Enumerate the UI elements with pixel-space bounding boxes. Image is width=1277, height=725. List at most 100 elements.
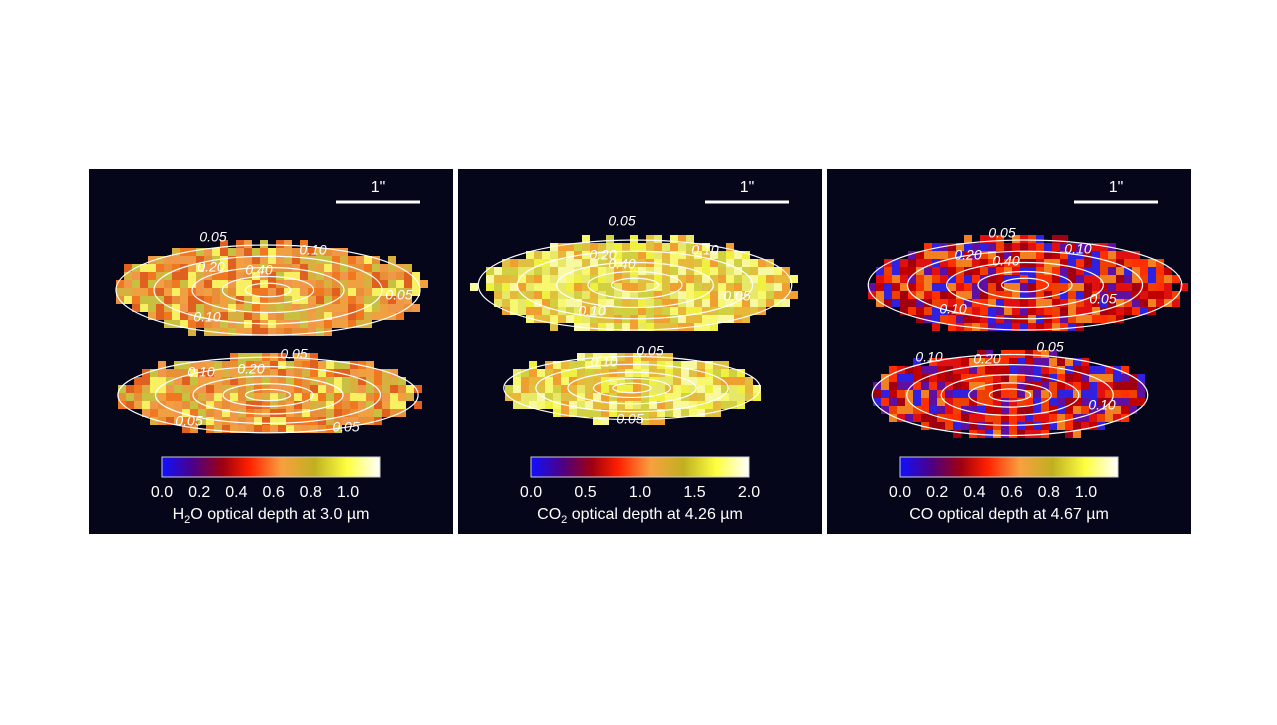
map-pixel bbox=[326, 377, 334, 385]
map-pixel bbox=[228, 296, 236, 304]
map-pixel bbox=[268, 248, 276, 256]
map-pixel bbox=[1156, 259, 1164, 267]
map-pixel bbox=[518, 283, 526, 291]
map-pixel bbox=[1089, 398, 1097, 406]
map-pixel bbox=[150, 393, 158, 401]
map-pixel bbox=[1020, 307, 1028, 315]
map-pixel bbox=[758, 259, 766, 267]
map-pixel bbox=[1049, 350, 1057, 358]
map-pixel bbox=[158, 393, 166, 401]
map-pixel bbox=[366, 377, 374, 385]
map-pixel bbox=[897, 390, 905, 398]
map-pixel bbox=[734, 275, 742, 283]
map-pixel bbox=[908, 251, 916, 259]
map-pixel bbox=[1073, 398, 1081, 406]
map-pixel bbox=[641, 409, 649, 417]
map-pixel bbox=[1052, 259, 1060, 267]
map-pixel bbox=[905, 414, 913, 422]
map-pixel bbox=[206, 385, 214, 393]
caption: CO optical depth at 4.67 µm bbox=[909, 506, 1109, 523]
map-pixel bbox=[212, 288, 220, 296]
map-pixel bbox=[545, 385, 553, 393]
map-pixel bbox=[166, 409, 174, 417]
map-pixel bbox=[156, 312, 164, 320]
map-pixel bbox=[710, 283, 718, 291]
map-pixel bbox=[1041, 406, 1049, 414]
map-pixel bbox=[558, 251, 566, 259]
map-pixel bbox=[1108, 299, 1116, 307]
map-pixel bbox=[244, 328, 252, 336]
map-pixel bbox=[1132, 299, 1140, 307]
contour-label: 0.05 bbox=[616, 411, 643, 427]
contour-label: 0.10 bbox=[590, 354, 617, 370]
map-pixel bbox=[614, 323, 622, 331]
map-pixel bbox=[494, 267, 502, 275]
map-pixel bbox=[284, 328, 292, 336]
map-pixel bbox=[977, 350, 985, 358]
map-pixel bbox=[246, 361, 254, 369]
map-pixel bbox=[236, 312, 244, 320]
map-pixel bbox=[750, 267, 758, 275]
map-pixel bbox=[1084, 259, 1092, 267]
map-pixel bbox=[1116, 267, 1124, 275]
map-pixel bbox=[630, 243, 638, 251]
map-pixel bbox=[710, 291, 718, 299]
map-pixel bbox=[412, 288, 420, 296]
map-pixel bbox=[284, 272, 292, 280]
map-pixel bbox=[625, 361, 633, 369]
map-pixel bbox=[953, 366, 961, 374]
map-pixel bbox=[948, 259, 956, 267]
map-pixel bbox=[318, 393, 326, 401]
map-pixel bbox=[380, 264, 388, 272]
map-pixel bbox=[956, 267, 964, 275]
map-pixel bbox=[742, 315, 750, 323]
map-pixel bbox=[1009, 430, 1017, 438]
map-pixel bbox=[673, 393, 681, 401]
map-pixel bbox=[1148, 299, 1156, 307]
map-pixel bbox=[585, 393, 593, 401]
map-pixel bbox=[1100, 243, 1108, 251]
map-pixel bbox=[750, 259, 758, 267]
map-pixel bbox=[638, 283, 646, 291]
map-pixel bbox=[190, 409, 198, 417]
map-pixel bbox=[654, 275, 662, 283]
map-pixel bbox=[710, 323, 718, 331]
map-pixel bbox=[246, 377, 254, 385]
map-pixel bbox=[1137, 374, 1145, 382]
map-pixel bbox=[737, 377, 745, 385]
contour-label: 0.40 bbox=[992, 253, 1019, 269]
map-pixel bbox=[1049, 358, 1057, 366]
map-pixel bbox=[1025, 350, 1033, 358]
map-pixel bbox=[1001, 390, 1009, 398]
map-pixel bbox=[260, 256, 268, 264]
map-pixel bbox=[350, 417, 358, 425]
map-pixel bbox=[244, 320, 252, 328]
map-pixel bbox=[1049, 374, 1057, 382]
map-pixel bbox=[956, 283, 964, 291]
map-pixel bbox=[310, 409, 318, 417]
map-pixel bbox=[545, 393, 553, 401]
map-pixel bbox=[702, 315, 710, 323]
map-pixel bbox=[324, 296, 332, 304]
map-pixel bbox=[252, 296, 260, 304]
colorbar-tick-label: 0.6 bbox=[262, 484, 284, 501]
map-pixel bbox=[665, 353, 673, 361]
contour-label: 0.05 bbox=[988, 225, 1015, 241]
map-pixel bbox=[574, 299, 582, 307]
map-pixel bbox=[980, 323, 988, 331]
map-pixel bbox=[518, 299, 526, 307]
map-pixel bbox=[996, 243, 1004, 251]
map-pixel bbox=[244, 272, 252, 280]
map-pixel bbox=[174, 377, 182, 385]
map-pixel bbox=[142, 393, 150, 401]
map-pixel bbox=[1156, 283, 1164, 291]
map-pixel bbox=[334, 385, 342, 393]
map-pixel bbox=[521, 377, 529, 385]
map-pixel bbox=[529, 369, 537, 377]
colorbar-tick-label: 0.2 bbox=[188, 484, 210, 501]
map-pixel bbox=[374, 393, 382, 401]
map-pixel bbox=[340, 256, 348, 264]
map-pixel bbox=[993, 366, 1001, 374]
map-pixel bbox=[372, 264, 380, 272]
map-pixel bbox=[1092, 299, 1100, 307]
